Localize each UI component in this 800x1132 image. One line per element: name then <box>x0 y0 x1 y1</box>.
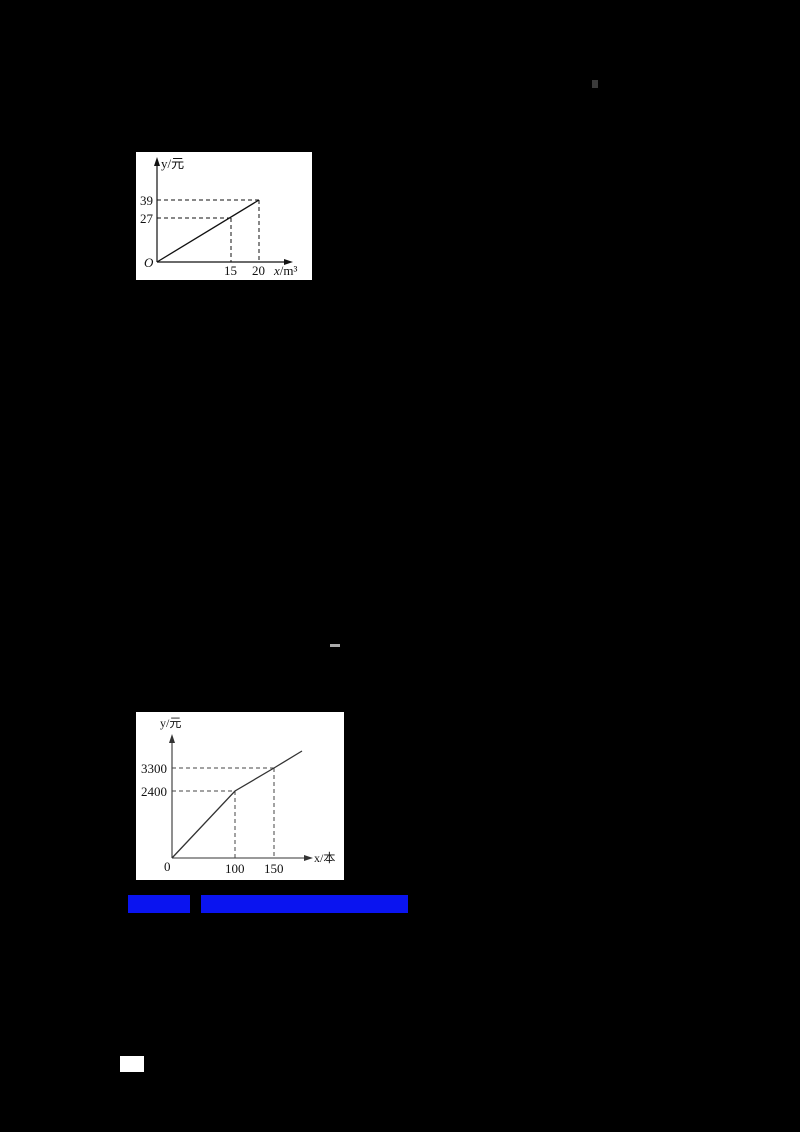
y-tick-39: 39 <box>140 193 153 208</box>
artifact-marker <box>592 80 598 88</box>
x-axis-label: x/本 <box>314 851 336 865</box>
artifact-mark <box>330 644 340 647</box>
chart-book-price-plot <box>169 734 313 861</box>
origin-label: 0 <box>164 859 171 874</box>
page-footer-box <box>120 1056 144 1072</box>
highlight-bar-right <box>201 895 408 913</box>
x-tick-150: 150 <box>264 861 284 876</box>
x-axis-unit: /m³ <box>279 263 298 278</box>
chart-water-cost: y/元 39 27 O 15 20 x/m³ <box>136 152 312 280</box>
y-axis-label: y/元 <box>160 716 182 730</box>
x-tick-20: 20 <box>252 263 265 278</box>
origin-label: O <box>144 255 154 270</box>
y-tick-2400: 2400 <box>141 784 167 799</box>
x-axis-var: x <box>274 263 280 278</box>
highlight-bar-left <box>128 895 190 913</box>
x-axis-label: x/m³ <box>274 264 297 277</box>
chart-water-cost-plot <box>154 157 293 265</box>
chart-book-price: y/元 3300 2400 0 100 150 x/本 <box>136 712 344 880</box>
y-tick-27: 27 <box>140 211 153 226</box>
y-axis-label: y/元 <box>161 156 185 171</box>
y-tick-3300: 3300 <box>141 761 167 776</box>
x-tick-15: 15 <box>224 263 237 278</box>
x-tick-100: 100 <box>225 861 245 876</box>
